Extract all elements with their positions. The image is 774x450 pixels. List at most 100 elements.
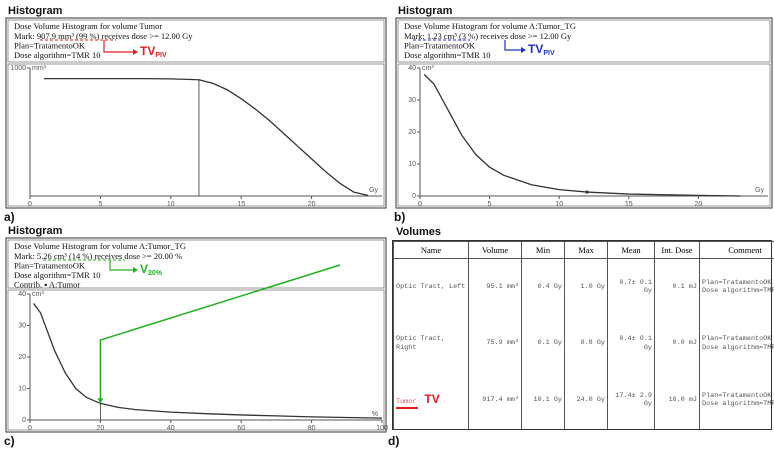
cell: Tumor TV	[393, 371, 469, 429]
cell: 24.0 Gy	[564, 371, 608, 429]
column-header: Volume	[468, 241, 522, 259]
panel-label: d)	[388, 434, 399, 448]
info-line: Mark: 5.26 cm³ (14 %) receives dose >= 2…	[14, 251, 182, 261]
cell: 1.0 Gy	[564, 258, 608, 316]
x-tick-label: 0	[28, 201, 32, 208]
y-tick-label: 40	[18, 291, 26, 298]
info-line: Dose algorithm=TMR 10	[404, 50, 490, 60]
column-header: Min	[521, 241, 565, 259]
x-tick-label: 20	[695, 201, 703, 208]
y-tick-label: 30	[18, 322, 26, 329]
column-header: Max	[564, 241, 608, 259]
info-line: Mark: 1.23 cm³ (3 %) receives dose >= 12…	[404, 31, 572, 41]
info-line: Plan=TratamentoOK	[14, 260, 86, 270]
y-unit: cm³	[422, 65, 434, 72]
info-title: Dose Volume Histogram for volume A:Tumor…	[14, 241, 186, 251]
table-row: Tumor TV 917.4 mm³ 10.1 Gy 24.0 Gy 17.4± 2.9 …	[393, 371, 774, 429]
panel-header: Histogram	[8, 225, 63, 237]
annotation-text: V	[140, 262, 148, 276]
y-tick-label: 0	[412, 193, 416, 200]
cell: 0.8 Gy	[564, 315, 608, 372]
cell: Plan=TratamentoOK Dose algorithm=TMR 10	[699, 315, 774, 372]
cell: 0.4± 0.1 Gy	[607, 315, 655, 372]
plot-frame	[397, 63, 771, 207]
cell: 0.1 mJ	[654, 258, 700, 316]
annotation-sub: 20%	[148, 270, 163, 277]
column-header: Mean	[607, 241, 655, 259]
cell: Plan=TratamentoOK Dose algorithm=TMR 10	[699, 371, 774, 429]
cell: 95.1 mm³	[468, 258, 522, 316]
arrow-head	[97, 398, 104, 404]
column-header: Int. Dose	[654, 241, 700, 259]
table-row: Optic Tract, Right 75.9 mm³ 0.1 Gy 0.8 Gy 0.…	[393, 315, 774, 372]
info-box	[397, 19, 771, 63]
info-box	[7, 19, 385, 63]
x-tick-label: 10	[167, 201, 175, 208]
y-tick-label: 20	[18, 354, 26, 361]
y-tick-label: 30	[408, 97, 416, 104]
arrow-head	[133, 49, 138, 55]
panel-header: Histogram	[8, 5, 63, 17]
y-tick-label: 0	[22, 417, 26, 424]
mark-point	[585, 190, 589, 194]
cell: 75.9 mm³	[468, 315, 522, 372]
header-row: Name Volume Min Max Mean Int. Dose Comment	[393, 241, 774, 259]
annotation-text: TV	[528, 42, 543, 56]
cell-text: Tumor	[396, 397, 417, 406]
cell: 917.4 mm³	[468, 371, 522, 429]
panel-label: b)	[394, 210, 405, 224]
table-row: Optic Tract, Left 95.1 mm³ 0.4 Gy 1.0 Gy 0.7…	[393, 258, 774, 316]
y-tick-label: 10	[18, 385, 26, 392]
annotation-arrow	[103, 40, 136, 53]
y-tick-label: 10	[408, 161, 416, 168]
arrow-head	[521, 47, 526, 53]
cell: 0.1 Gy	[521, 315, 565, 372]
x-tick-label: 100	[376, 425, 388, 432]
annotation: V20%	[140, 262, 163, 277]
dvh-curve	[32, 303, 383, 419]
info-line: Plan=TratamentoOK	[404, 40, 476, 50]
y-unit: mm³	[32, 65, 47, 72]
x-unit: Gy	[755, 187, 764, 194]
plot-frame	[7, 289, 385, 431]
annotation-arrow	[504, 40, 524, 51]
x-tick-label: 60	[237, 425, 245, 432]
cell: Optic Tract, Left	[393, 258, 469, 316]
dvh-curve	[44, 77, 369, 196]
dvh-curve	[423, 73, 741, 197]
info-title: Dose Volume Histogram for volume Tumor	[14, 21, 162, 31]
panel-header: Histogram	[398, 5, 453, 17]
cell: Plan=TratamentoOK Dose algorithm=TMR 10	[699, 258, 774, 316]
cell: Optic Tract, Right	[393, 315, 469, 372]
y-tick-label: 20	[408, 129, 416, 136]
x-tick-label: 5	[488, 201, 492, 208]
plot-frame	[7, 63, 385, 207]
annotation: TVPIV	[528, 42, 555, 57]
panel-label: c)	[4, 434, 15, 448]
y-unit: cm³	[32, 291, 44, 298]
x-tick-label: 20	[308, 201, 316, 208]
x-tick-label: 15	[237, 201, 245, 208]
info-title: Dose Volume Histogram for volume A:Tumor…	[404, 21, 576, 31]
table: Name Volume Min Max Mean Int. Dose Comment Opti…	[393, 241, 774, 429]
x-tick-label: 40	[167, 425, 175, 432]
info-line: Contrib. ▪ A:Tumor	[14, 279, 80, 289]
annotation-sub: PIV	[155, 52, 167, 59]
x-tick-label: 80	[308, 425, 316, 432]
volumes-table: Name Volume Min Max Mean Int. Dose Comment Opti…	[392, 240, 774, 430]
cell: 16.0 mJ	[654, 371, 700, 429]
column-header: Comment	[699, 241, 774, 259]
x-tick-label: 5	[98, 201, 102, 208]
annotation-arrow	[109, 260, 136, 271]
annotation-text: TV	[140, 44, 155, 58]
cell: 0.0 mJ	[654, 315, 700, 372]
x-tick-label: 0	[418, 201, 422, 208]
y-tick-label: 40	[408, 65, 416, 72]
annotation: TV	[424, 391, 440, 406]
x-tick-label: 10	[555, 201, 563, 208]
annotation-sub: PIV	[543, 50, 555, 57]
cell: 0.7± 0.1 Gy	[607, 258, 655, 316]
arrow-head	[133, 267, 138, 273]
